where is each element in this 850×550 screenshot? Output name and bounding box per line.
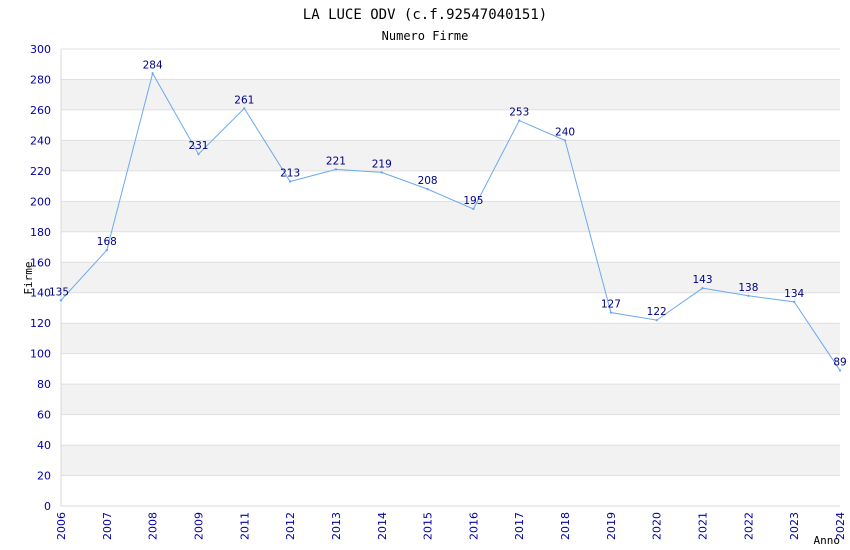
grid-band	[61, 384, 840, 415]
y-axis-label: Firme	[22, 261, 35, 294]
x-tick-labels: 2006 2007 2008 2009 2011 2012 2013 2014 2015 2016…	[55, 512, 847, 540]
x-tick-label: 2008	[147, 512, 160, 540]
x-tick-label: 2020	[651, 512, 664, 540]
x-tick-label: 2009	[192, 512, 205, 540]
x-tick-label: 2024	[834, 512, 847, 540]
data-label: 261	[234, 94, 254, 106]
x-axis-label: Anno	[814, 534, 841, 547]
chart-subtitle: Numero Firme	[382, 29, 469, 43]
y-tick-label: 0	[44, 500, 51, 513]
data-label: 138	[738, 282, 758, 294]
y-tick-label: 200	[30, 195, 51, 208]
data-label: 219	[372, 158, 392, 170]
data-points	[59, 72, 842, 372]
grid-band	[61, 140, 840, 171]
data-point	[288, 180, 292, 183]
y-tick-label: 280	[30, 73, 51, 86]
grid-band	[61, 262, 840, 293]
y-tick-label: 180	[30, 226, 51, 239]
data-label: 122	[647, 306, 667, 318]
grid-band	[61, 353, 840, 385]
data-point	[426, 187, 429, 191]
data-point	[151, 72, 154, 75]
y-tick-label: 220	[30, 165, 51, 178]
data-label: 208	[418, 175, 438, 187]
y-tick-label: 300	[30, 43, 51, 56]
data-point	[655, 318, 658, 322]
x-tick-label: 2013	[330, 512, 343, 540]
data-labels: 135 168 284 231 261 213 221 219 208 195 253 240 127 1…	[49, 59, 847, 368]
data-label: 143	[693, 274, 713, 286]
data-label: 284	[143, 59, 163, 71]
grid-band	[61, 49, 840, 80]
data-label: 253	[509, 107, 529, 119]
data-label: 134	[784, 288, 804, 300]
grid-band	[61, 79, 840, 110]
x-tick-label: 2022	[742, 512, 755, 540]
data-point	[380, 171, 383, 174]
y-tick-label: 140	[30, 287, 51, 300]
grid-band	[61, 201, 840, 232]
x-tick-label: 2012	[284, 512, 297, 540]
y-tick-label: 40	[37, 439, 51, 452]
data-label: 168	[97, 236, 117, 248]
data-point	[105, 248, 109, 252]
y-tick-label: 120	[30, 317, 51, 330]
grid-band	[61, 231, 840, 263]
x-tick-label: 2015	[422, 512, 435, 540]
data-point	[197, 152, 200, 156]
grid-band	[61, 292, 840, 324]
x-tick-label: 2007	[101, 512, 114, 540]
grid-band	[61, 475, 840, 506]
y-tick-label: 240	[30, 134, 51, 147]
data-point	[518, 119, 521, 122]
x-tick-label: 2018	[559, 512, 572, 540]
y-tick-label: 80	[37, 378, 51, 391]
y-tick-labels: 0 20 40 60 80 100 120 140 160 180 200 220 240 260 280 3…	[30, 43, 51, 513]
x-tick-label: 2023	[788, 512, 801, 540]
x-tick-label: 2019	[605, 512, 618, 540]
grid-band	[61, 323, 840, 354]
data-point	[838, 369, 842, 372]
x-tick-label: 2011	[238, 512, 251, 540]
x-tick-label: 2021	[697, 512, 710, 540]
data-point	[792, 300, 796, 304]
grid-band	[61, 414, 840, 446]
data-label: 127	[601, 299, 621, 311]
grid-band	[61, 445, 840, 476]
grid-bands	[61, 49, 840, 506]
y-tick-label: 160	[30, 256, 51, 269]
data-label: 135	[49, 286, 69, 298]
data-point	[472, 207, 475, 211]
data-label: 213	[280, 168, 300, 180]
data-point	[334, 168, 338, 171]
data-label: 231	[188, 140, 208, 152]
data-point	[609, 311, 613, 314]
data-point	[701, 286, 704, 290]
data-label: 195	[463, 195, 483, 207]
x-tick-label: 2006	[55, 512, 68, 540]
data-label: 240	[555, 126, 575, 138]
y-tick-label: 20	[37, 470, 51, 483]
data-label: 89	[833, 356, 846, 368]
data-point	[563, 139, 567, 142]
data-point	[747, 294, 750, 297]
grid-band	[61, 109, 840, 141]
data-label: 221	[326, 155, 346, 167]
y-tick-label: 60	[37, 409, 51, 422]
grid-band	[61, 170, 840, 202]
y-tick-label: 100	[30, 348, 51, 361]
x-tick-label: 2014	[376, 512, 389, 540]
y-tick-label: 260	[30, 104, 51, 117]
series-line	[60, 72, 841, 371]
chart-title: LA LUCE ODV (c.f.92547040151)	[303, 7, 547, 23]
data-point	[243, 107, 246, 110]
x-tick-label: 2016	[467, 512, 480, 540]
data-point	[59, 299, 63, 302]
x-tick-label: 2017	[513, 512, 526, 540]
